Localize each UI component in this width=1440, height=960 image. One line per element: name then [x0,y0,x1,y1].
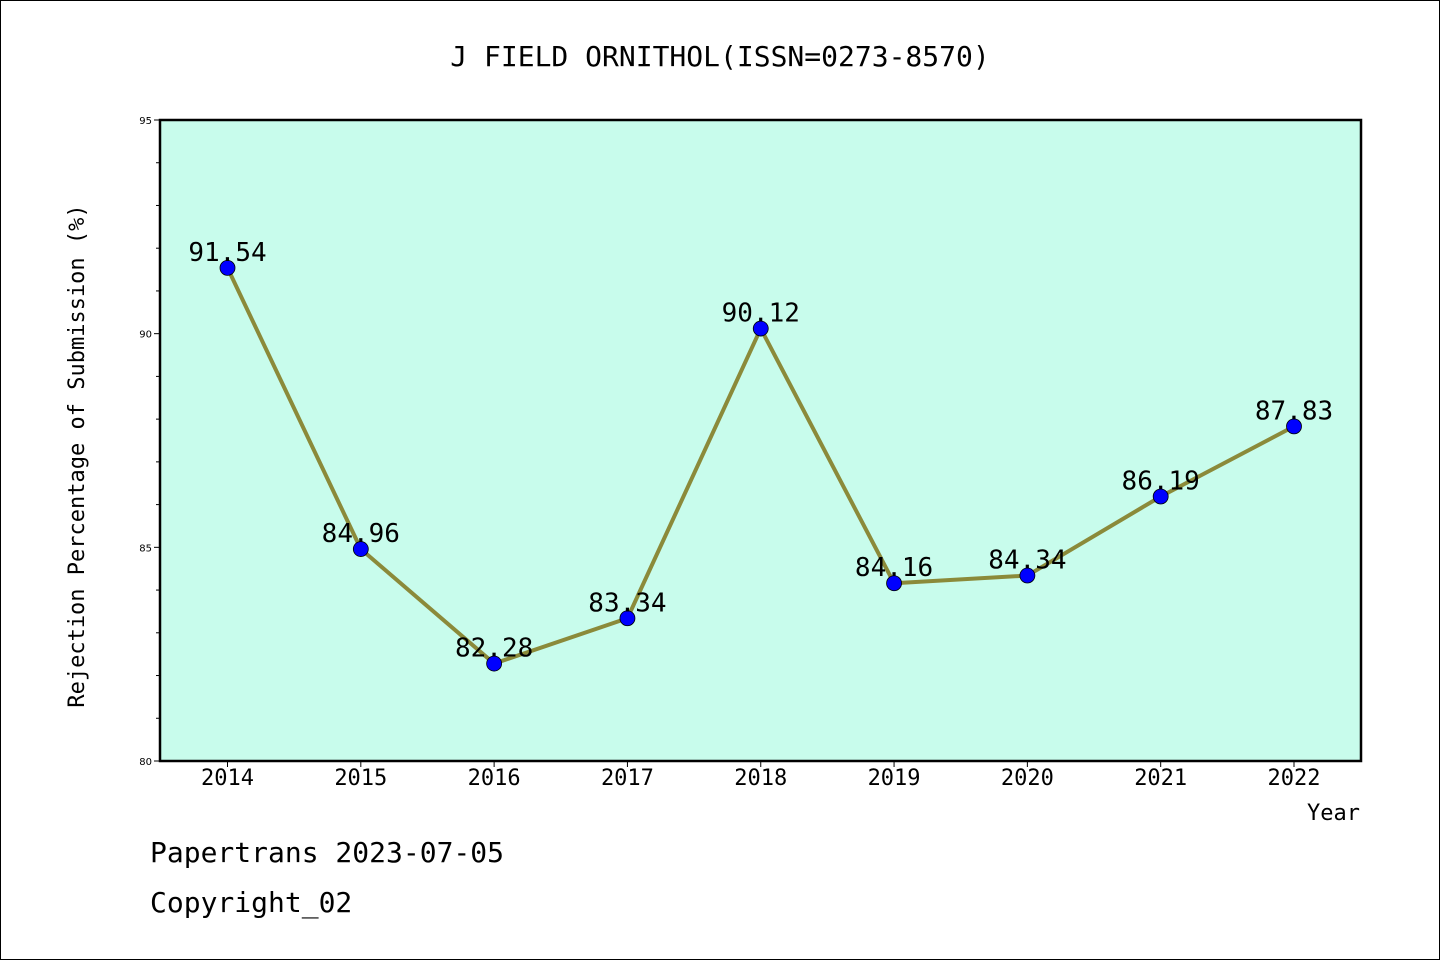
data-label: 84.34 [988,546,1066,576]
plot-area [158,118,1363,763]
data-label: 90.12 [722,299,800,329]
data-markers [219,259,1302,672]
y-tick-label: 85 [139,543,152,554]
data-point-marker [1019,567,1036,584]
y-axis-label: Rejection Percentage of Submission (%) [65,204,90,707]
data-label: 87.83 [1255,396,1333,426]
data-point-marker [352,541,369,557]
x-tick-label: 2017 [601,766,654,791]
data-point-marker [886,575,902,592]
data-label: 84.16 [855,553,933,583]
data-point-marker [752,320,769,337]
x-tick-label: 2022 [1268,766,1321,791]
data-point-marker [486,655,503,672]
footer-copyright: Copyright_02 [150,886,353,919]
x-tick-label: 2016 [468,766,521,791]
y-tick-label: 80 [139,757,152,768]
data-label: 83.34 [588,588,666,618]
data-point-marker [1286,418,1302,435]
x-tick-label: 2014 [201,766,254,791]
data-point-marker [619,610,636,627]
x-tick-label: 2015 [334,766,387,791]
footer-date: Papertrans 2023-07-05 [150,836,505,869]
data-point-marker [1152,488,1169,505]
chart-title: J FIELD ORNITHOL(ISSN=0273-8570) [450,40,989,73]
x-tick-label: 2018 [734,766,787,791]
y-axis-ticks: 80 85 90 95 [139,116,160,768]
y-tick-label: 90 [139,330,152,341]
x-axis-ticks: 2014 2015 2016 2017 2018 2019 2020 2021 2022 [201,761,1320,791]
x-tick-label: 2020 [1001,766,1054,791]
data-label: 84.96 [322,519,400,549]
data-labels: 91.54 84.96 82.28 83.34 90.12 84.16 84.34 86.19… [188,238,1333,664]
x-tick-label: 2019 [868,766,921,791]
x-tick-label: 2021 [1134,766,1187,791]
x-axis-label: Year [1307,801,1360,826]
data-label: 82.28 [455,634,533,664]
data-label: 86.19 [1122,466,1200,496]
data-point-marker [219,259,236,276]
data-label: 91.54 [188,238,266,268]
y-tick-label: 95 [139,116,152,127]
